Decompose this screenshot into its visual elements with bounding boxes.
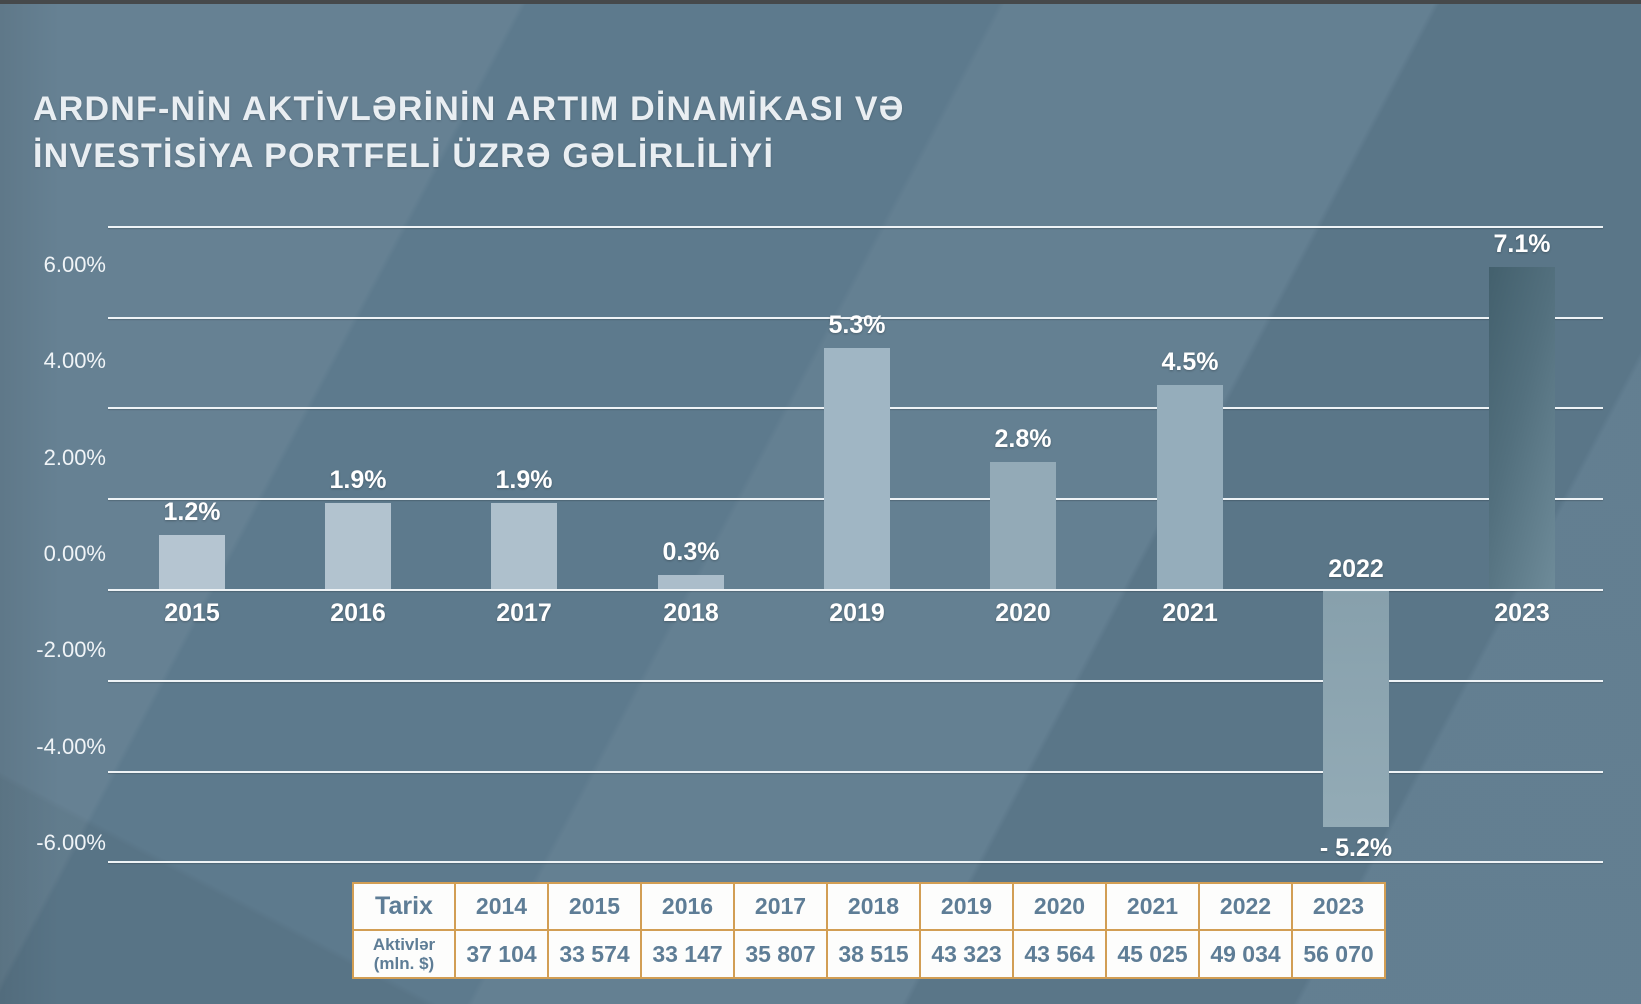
table-value-cell-2018: 38 515 xyxy=(826,929,921,979)
year-label-2020: 2020 xyxy=(995,599,1051,627)
value-label-2016: 1.9% xyxy=(329,466,387,494)
y-axis-label-0pct: 0.00% xyxy=(43,541,106,566)
year-label-2021: 2021 xyxy=(1162,599,1218,627)
gridline-8pct xyxy=(108,226,1603,228)
top-border-strip xyxy=(0,0,1641,4)
year-label-2017: 2017 xyxy=(496,599,552,627)
year-label-2018: 2018 xyxy=(663,599,719,627)
y-axis-label-6pct: 6.00% xyxy=(43,252,106,277)
table-header-cell-2017: 2017 xyxy=(733,882,828,931)
bar-2017 xyxy=(491,503,557,589)
gridline-0pct xyxy=(108,589,1603,591)
value-label-2020: 2.8% xyxy=(994,425,1052,453)
bar-2022 xyxy=(1323,591,1389,827)
table-header-row: Tarix 2014 2015 2016 2017 2018 2019 2020 2021 202… xyxy=(352,882,1386,931)
y-axis-label--6pct: -6.00% xyxy=(36,830,106,855)
table-header-cell-2015: 2015 xyxy=(547,882,642,931)
year-label-2015: 2015 xyxy=(164,599,220,627)
value-label-2015: 1.2% xyxy=(163,498,221,526)
value-label-2017: 1.9% xyxy=(495,466,553,494)
value-label-2022: - 5.2% xyxy=(1319,834,1393,862)
bar-2023 xyxy=(1489,267,1555,589)
year-label-2019: 2019 xyxy=(829,599,885,627)
table-value-cell-2017: 35 807 xyxy=(733,929,828,979)
table-value-cell-2022: 49 034 xyxy=(1198,929,1293,979)
gridline-6pct xyxy=(108,317,1603,319)
table-value-cell-2019: 43 323 xyxy=(919,929,1014,979)
table-header-cell-2018: 2018 xyxy=(826,882,921,931)
value-label-2019: 5.3% xyxy=(828,311,886,339)
value-label-2018: 0.3% xyxy=(662,538,720,566)
table-value-cell-2015: 33 574 xyxy=(547,929,642,979)
table-value-cell-2016: 33 147 xyxy=(640,929,735,979)
value-label-2021: 4.5% xyxy=(1161,348,1219,376)
bar-2016 xyxy=(325,503,391,589)
year-label-2022: 2022 xyxy=(1328,555,1384,583)
value-label-2023: 7.1% xyxy=(1493,230,1551,258)
page-title: ARDNF-NİN AKTİVLƏRİNİN ARTIM DİNAMİKASI … xyxy=(33,86,1133,180)
table-header-cell-2021: 2021 xyxy=(1105,882,1200,931)
table-header-cell-2019: 2019 xyxy=(919,882,1014,931)
bar-2019 xyxy=(824,348,890,589)
table-row-label-line: Aktivlər xyxy=(372,935,436,954)
y-axis-label--4pct: -4.00% xyxy=(36,734,106,759)
bar-2020 xyxy=(990,462,1056,589)
bar-2015 xyxy=(159,535,225,589)
table-header-cell-2014: 2014 xyxy=(454,882,549,931)
gridline--6pct xyxy=(108,861,1603,863)
table-value-cell-2014: 37 104 xyxy=(454,929,549,979)
table-row-label: Aktivlər (mln. $) xyxy=(352,929,456,979)
table-value-cell-2021: 45 025 xyxy=(1105,929,1200,979)
table-header-cell-2022: 2022 xyxy=(1198,882,1293,931)
assets-table-grid: Tarix 2014 2015 2016 2017 2018 2019 2020 2021 202… xyxy=(352,882,1386,979)
table-header-cell-2020: 2020 xyxy=(1012,882,1107,931)
gridline--2pct xyxy=(108,680,1603,682)
table-value-cell-2023: 56 070 xyxy=(1291,929,1386,979)
y-axis-label-4pct: 4.00% xyxy=(43,348,106,373)
assets-table: Tarix 2014 2015 2016 2017 2018 2019 2020 2021 202… xyxy=(352,882,1386,979)
bar-2021 xyxy=(1157,385,1223,589)
table-corner-cell: Tarix xyxy=(352,882,456,931)
y-axis-label--2pct: -2.00% xyxy=(36,637,106,662)
table-value-row: Aktivlər (mln. $) 37 104 33 574 33 147 35 807… xyxy=(352,929,1386,979)
year-label-2016: 2016 xyxy=(330,599,386,627)
table-header-cell-2023: 2023 xyxy=(1291,882,1386,931)
page-title-line2: İNVESTİSİYA PORTFELİ ÜZRƏ GƏLİRLİLİYİ xyxy=(33,137,775,175)
table-row-label-line: (mln. $) xyxy=(373,954,435,973)
page-title-line1: ARDNF-NİN AKTİVLƏRİNİN ARTIM DİNAMİKASI … xyxy=(33,90,905,128)
table-header-cell-2016: 2016 xyxy=(640,882,735,931)
table-value-cell-2020: 43 564 xyxy=(1012,929,1107,979)
y-axis-label-2pct: 2.00% xyxy=(43,445,106,470)
bar-2018 xyxy=(658,575,724,589)
year-label-2023: 2023 xyxy=(1494,599,1550,627)
gridline--4pct xyxy=(108,771,1603,773)
